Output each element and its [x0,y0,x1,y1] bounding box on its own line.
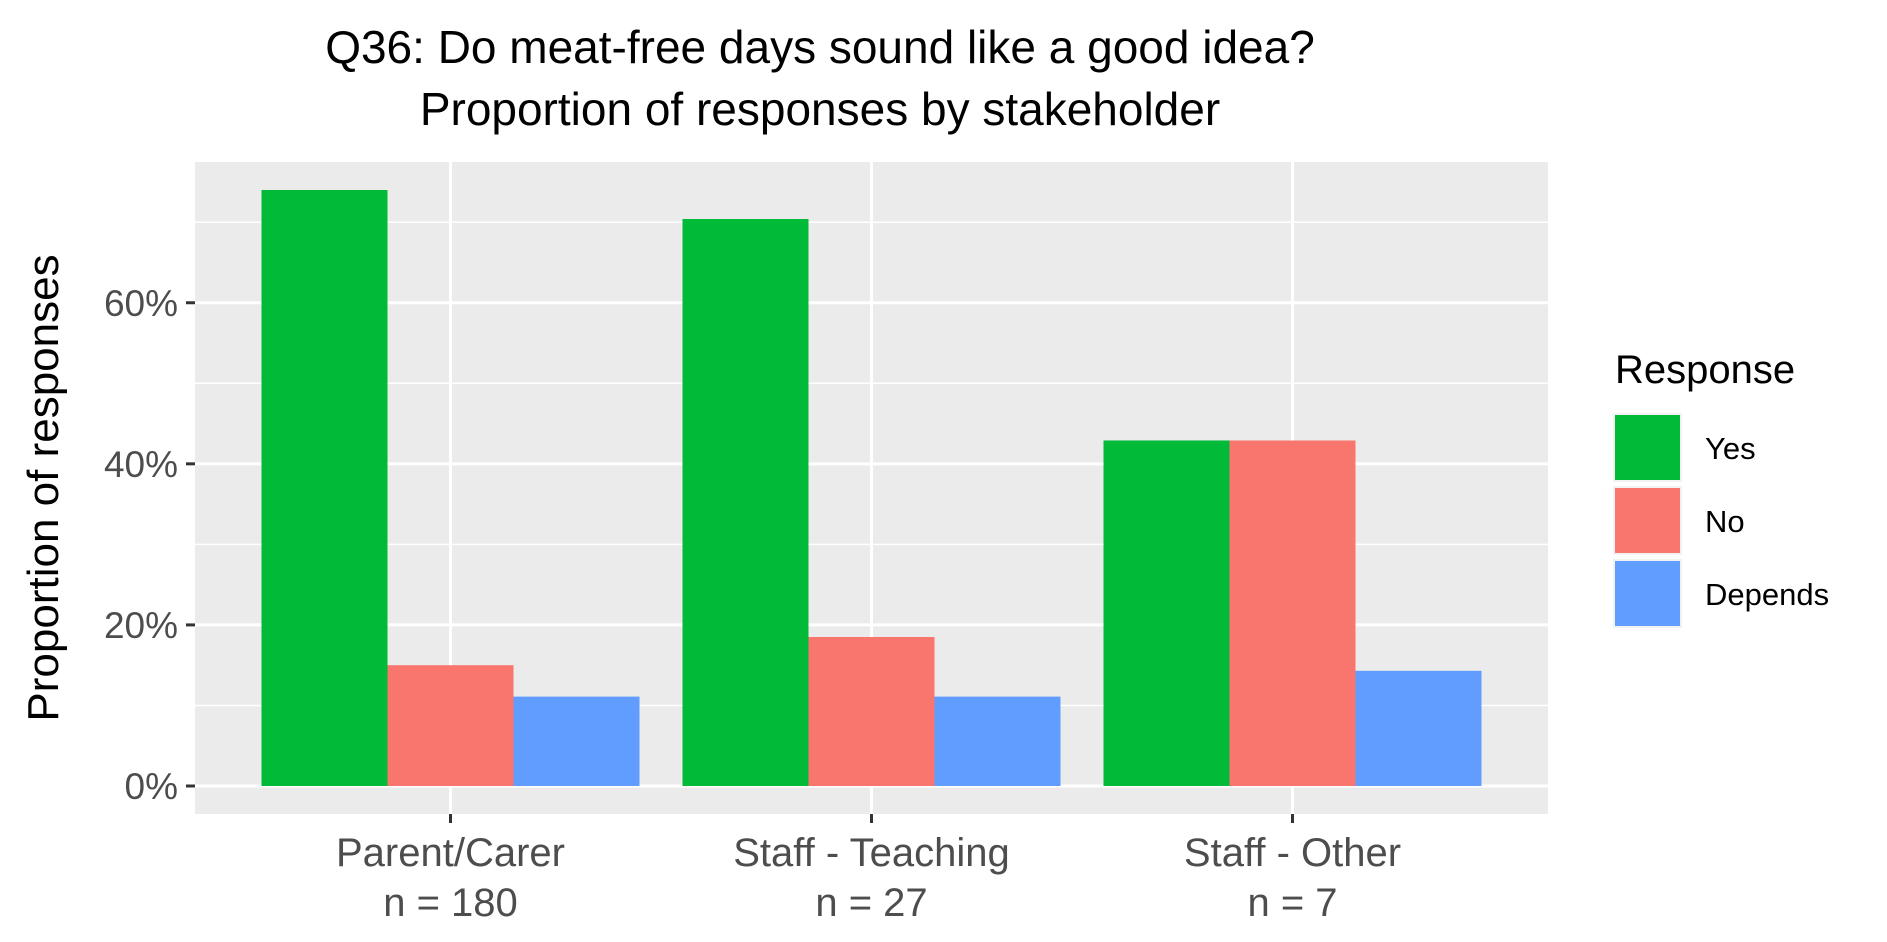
legend-key-no [1615,488,1680,553]
legend-title: Response [1615,348,1795,392]
legend-key-depends [1615,561,1680,626]
y-tick-label: 20% [104,605,178,646]
y-tick-label: 40% [104,444,178,485]
legend: Response Yes No Depends [1613,348,1829,628]
bar-depends [1355,670,1482,786]
legend-label: No [1705,504,1745,539]
chart-subtitle: Proportion of responses by stakeholder [420,83,1220,135]
x-category-label: Staff - Other [1184,831,1401,875]
legend-label: Depends [1705,577,1829,612]
x-category-label: Staff - Teaching [733,831,1009,875]
bar-no [387,665,514,786]
bar-yes [682,218,809,786]
bar-no [1229,440,1356,786]
y-tick-label: 0% [125,766,178,807]
y-axis-title: Proportion of responses [19,254,68,721]
bar-no [808,637,935,786]
x-category-count-label: n = 180 [383,881,518,925]
bar-depends [934,696,1061,786]
x-category-label: Parent/Carer [336,831,565,875]
y-tick-label: 60% [104,283,178,324]
bar-depends [513,696,640,786]
bar-yes [1103,440,1230,786]
axis-layer: 0% 20% 40% 60% Parent/Carer n = 180 Staff - Te… [104,283,1401,925]
chart-title: Q36: Do meat-free days sound like a good… [325,21,1315,73]
x-category-count-label: n = 27 [815,881,927,925]
legend-label: Yes [1705,431,1756,466]
x-category-count-label: n = 7 [1247,881,1337,925]
bar-layer [261,190,1482,786]
bar-yes [261,190,388,786]
legend-key-yes [1615,415,1680,480]
